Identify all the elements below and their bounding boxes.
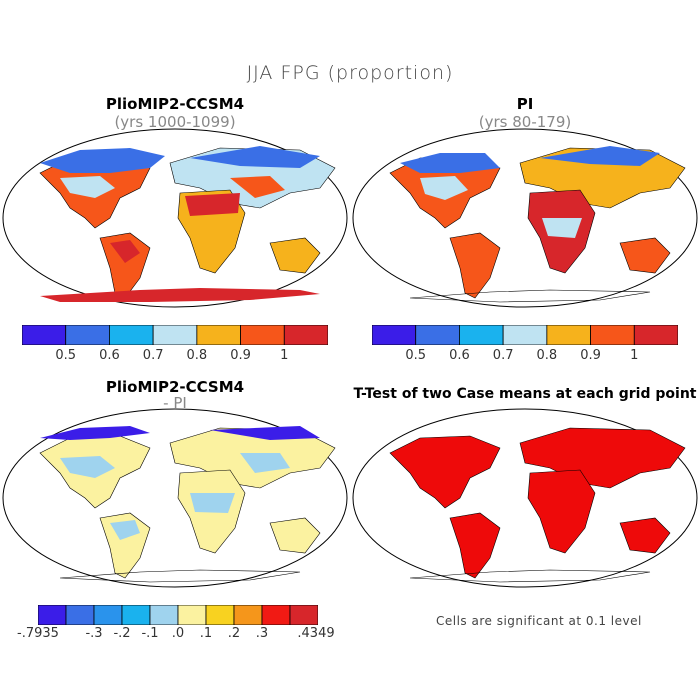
colorbar2-swatch: [372, 325, 417, 345]
colorbar1-swatch: [240, 325, 285, 345]
panel1-subtitle: (yrs 1000-1099): [114, 113, 236, 131]
significance-note: Cells are significant at 0.1 level: [436, 614, 642, 628]
colorbar1-tick-label: 0.6: [99, 348, 120, 363]
colorbar1-tick-label: 0.5: [55, 348, 77, 363]
colorbar3-swatch: [289, 605, 318, 625]
colorbar2-tick-label: 0.5: [405, 348, 427, 363]
panel2-map: [352, 128, 698, 308]
colorbar3-tick-label: .0: [171, 626, 185, 641]
colorbar2-tick-label: 1: [630, 348, 639, 363]
colorbar3-swatch: [121, 605, 151, 625]
colorbar3-tick-label: .1: [199, 626, 213, 641]
colorbar-panel3: [38, 605, 318, 625]
colorbar2-swatch: [502, 325, 548, 345]
colorbar2-swatch: [546, 325, 591, 345]
panel1-map: [2, 128, 348, 308]
panel4-map: [352, 408, 698, 588]
colorbar2-tick-label: 0.9: [580, 348, 601, 363]
figure-title: JJA FPG (proportion): [246, 62, 454, 84]
colorbar3-tick-label: -.2: [113, 626, 131, 641]
panel3-subtitle: - PI: [163, 394, 187, 412]
colorbar2-swatch: [459, 325, 504, 345]
colorbar2-tick-label: 0.8: [536, 348, 558, 363]
colorbar3-swatch: [177, 605, 207, 625]
panel1-title: PlioMIP2-CCSM4: [105, 95, 245, 113]
colorbar1-swatch: [65, 325, 110, 345]
colorbar1-swatch: [196, 325, 241, 345]
colorbar2-swatch: [590, 325, 635, 345]
colorbar2-tick-label: 0.7: [492, 348, 514, 363]
panel3-title: PlioMIP2-CCSM4: [105, 378, 245, 396]
colorbar2-swatch: [633, 325, 678, 345]
colorbar-panel1: [22, 325, 328, 345]
colorbar1-swatch: [152, 325, 198, 345]
colorbar1-swatch: [22, 325, 67, 345]
colorbar3-tick-label: .3: [255, 626, 269, 641]
colorbar1-swatch: [283, 325, 328, 345]
colorbar1-tick-label: 0.7: [142, 348, 164, 363]
colorbar1-swatch: [109, 325, 154, 345]
colorbar3-tick-label: -.1: [141, 626, 159, 641]
colorbar3-swatch: [93, 605, 123, 625]
colorbar2-tick-label: 0.6: [449, 348, 470, 363]
colorbar3-tick-label: -.3: [85, 626, 103, 641]
colorbar3-swatch: [149, 605, 179, 625]
colorbar1-tick-label: 0.8: [186, 348, 208, 363]
panel3-map: [2, 408, 348, 588]
colorbar1-tick-label: 0.9: [230, 348, 251, 363]
colorbar2-swatch: [415, 325, 460, 345]
colorbar3-swatch: [205, 605, 235, 625]
colorbar3-tick-label: .2: [227, 626, 241, 641]
colorbar3-swatch: [38, 605, 67, 625]
panel2-subtitle: (yrs 80-179): [478, 113, 572, 131]
panel2-title: PI: [516, 95, 534, 113]
colorbar3-swatch: [65, 605, 95, 625]
colorbar3-swatch: [233, 605, 263, 625]
colorbar1-tick-label: 1: [280, 348, 289, 363]
colorbar3-max-label: .4349: [297, 626, 335, 641]
colorbar3-min-label: -.7935: [17, 626, 59, 641]
colorbar-panel2: [372, 325, 678, 345]
colorbar3-swatch: [261, 605, 291, 625]
panel4-title: T-Test of two Case means at each grid po…: [353, 386, 697, 402]
